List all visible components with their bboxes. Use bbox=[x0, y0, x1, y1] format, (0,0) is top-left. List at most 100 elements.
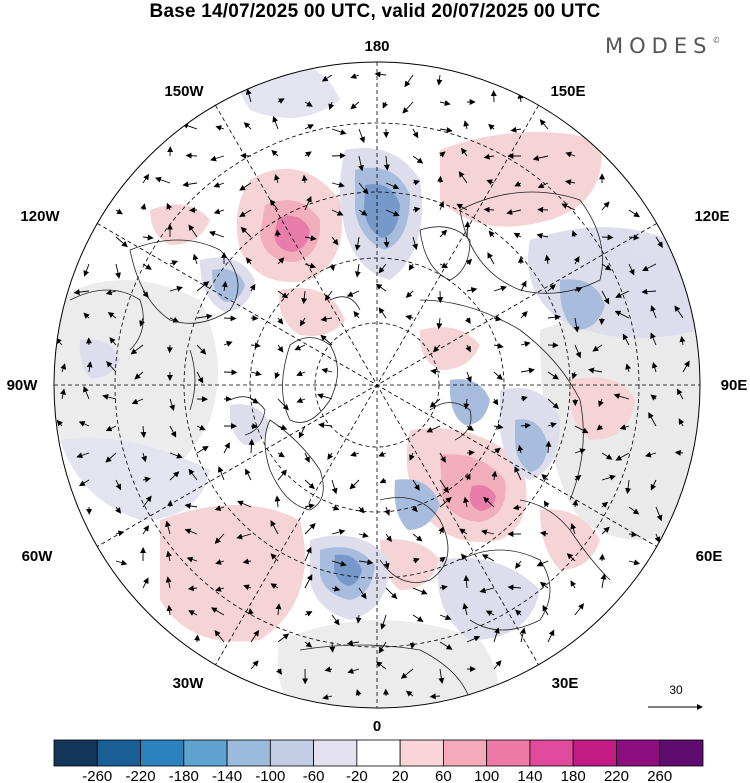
colorbar-tick-label: -20 bbox=[346, 768, 368, 783]
wind-arrow bbox=[322, 694, 333, 700]
wind-arrow bbox=[346, 640, 360, 646]
wind-arrow bbox=[493, 660, 502, 670]
wind-arrow bbox=[375, 661, 387, 670]
wind-arrow bbox=[409, 641, 416, 650]
wind-arrow bbox=[166, 604, 173, 616]
wind-arrow bbox=[654, 533, 661, 543]
colorbar-swatch bbox=[269, 739, 315, 767]
label-90w: 90W bbox=[7, 377, 39, 394]
wind-arrow bbox=[184, 528, 198, 535]
wind-arrow bbox=[570, 580, 577, 589]
wind-arrow bbox=[493, 342, 504, 349]
wind-arrow bbox=[355, 689, 362, 697]
wind-arrow bbox=[378, 307, 387, 319]
chart-title: Base 14/07/2025 00 UTC, valid 20/07/2025… bbox=[149, 1, 601, 22]
wind-arrow bbox=[676, 388, 684, 400]
wind-arrow bbox=[601, 526, 610, 535]
wind-arrow bbox=[76, 452, 90, 459]
wind-arrow bbox=[304, 195, 312, 211]
wind-arrow bbox=[142, 234, 154, 241]
wind-arrow bbox=[615, 290, 630, 298]
wind-arrow bbox=[412, 533, 423, 542]
wind-arrow bbox=[304, 101, 313, 107]
wind-arrow bbox=[142, 476, 151, 483]
wind-arrow bbox=[358, 506, 365, 514]
wind-arrow bbox=[493, 627, 500, 643]
label-60e: 60E bbox=[696, 548, 723, 565]
wind-arrow bbox=[237, 500, 252, 508]
wind-arrow bbox=[246, 257, 252, 265]
wind-arrow bbox=[331, 529, 346, 535]
wind-arrow bbox=[210, 607, 225, 616]
wind-arrow bbox=[598, 398, 604, 408]
wind-arrow bbox=[60, 388, 66, 400]
wind-arrow bbox=[134, 371, 144, 380]
wind-arrow bbox=[215, 125, 225, 131]
wind-arrow bbox=[239, 209, 252, 218]
wind-arrow bbox=[240, 226, 252, 238]
wind-arrow bbox=[274, 371, 281, 380]
wind-arrow bbox=[142, 577, 149, 589]
wind-arrow bbox=[439, 127, 453, 134]
wind-arrow bbox=[192, 253, 199, 265]
wind-arrow bbox=[139, 317, 145, 327]
wind-arrow bbox=[465, 344, 471, 353]
wind-arrow bbox=[274, 229, 281, 238]
wind-arrow bbox=[625, 363, 632, 373]
colorbar-swatch bbox=[659, 739, 704, 767]
wind-arrow bbox=[537, 182, 549, 188]
wind-arrow bbox=[650, 479, 657, 491]
wind-arrow bbox=[601, 234, 614, 241]
wind-arrow bbox=[107, 312, 117, 319]
wind-arrow bbox=[320, 315, 333, 322]
label-60w: 60W bbox=[22, 548, 54, 565]
wind-arrow bbox=[223, 315, 237, 322]
wind-arrow bbox=[601, 201, 610, 211]
wind-arrow bbox=[539, 581, 549, 589]
wind-arrow bbox=[405, 314, 414, 321]
wind-arrow bbox=[651, 361, 658, 373]
wind-arrow bbox=[350, 73, 360, 79]
wind-arrow bbox=[236, 533, 252, 540]
wind-arrow bbox=[570, 523, 577, 535]
wind-arrow bbox=[115, 263, 121, 279]
wind-arrow bbox=[294, 344, 306, 351]
wind-arrow bbox=[574, 344, 582, 359]
map-disc bbox=[54, 62, 700, 708]
wind-arrow bbox=[304, 574, 313, 589]
wind-arrow bbox=[304, 546, 312, 562]
wind-arrow bbox=[131, 398, 144, 405]
wind-arrow bbox=[385, 209, 400, 217]
wind-arrow bbox=[73, 289, 90, 296]
wind-arrow bbox=[463, 496, 469, 508]
wind-arrow bbox=[215, 586, 225, 592]
wind-arrow bbox=[547, 422, 557, 428]
colorbar-swatch bbox=[572, 739, 617, 767]
wind-arrow bbox=[412, 179, 421, 186]
wind-arrow bbox=[650, 394, 657, 401]
wind-arrow bbox=[436, 317, 443, 330]
wind-arrow bbox=[277, 424, 288, 431]
wind-arrow bbox=[625, 479, 632, 495]
wind-arrow bbox=[510, 126, 522, 133]
wind-arrow bbox=[483, 496, 495, 508]
wind-arrow bbox=[479, 587, 495, 594]
label-120e: 120E bbox=[694, 208, 729, 225]
wind-arrow bbox=[514, 466, 522, 481]
wind-arrow bbox=[628, 209, 640, 218]
wind-arrow bbox=[194, 634, 201, 643]
wind-arrow bbox=[466, 635, 481, 643]
wind-arrow bbox=[543, 500, 550, 508]
wind-arrow bbox=[355, 614, 362, 624]
wind-arrow bbox=[327, 452, 334, 460]
wind-arrow bbox=[196, 313, 213, 320]
wind-arrow bbox=[167, 500, 174, 508]
colorbar-tick-label: 260 bbox=[647, 768, 672, 783]
wind-arrow bbox=[249, 283, 256, 292]
wind-arrow bbox=[405, 290, 414, 298]
wind-arrow bbox=[542, 604, 549, 616]
wind-arrow bbox=[400, 668, 414, 679]
wind-arrow bbox=[547, 314, 561, 321]
wind-arrow bbox=[426, 425, 441, 433]
wind-arrow bbox=[213, 208, 225, 215]
